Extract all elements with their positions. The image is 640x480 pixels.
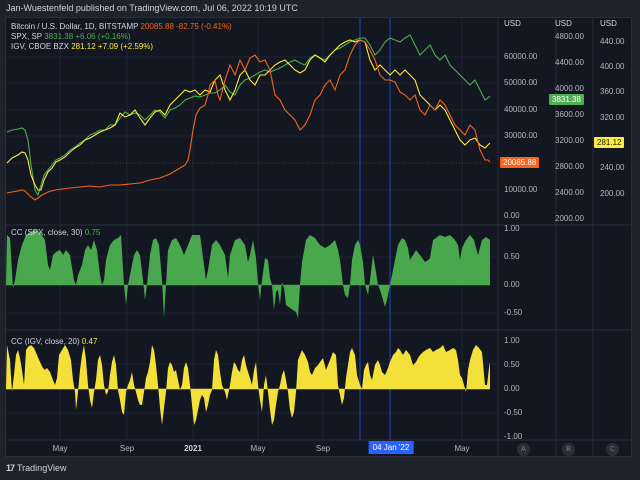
axis-a-tick: 10000.00	[504, 185, 538, 194]
cc-spx-tick: -0.50	[504, 308, 523, 317]
axis-a-tick: 30000.00	[504, 131, 538, 140]
legend-igv-change: +7.09 (+2.59%)	[97, 42, 154, 51]
axis-b-tick: 4000.00	[555, 84, 584, 93]
legend-spx-name: SPX, SP	[11, 32, 42, 41]
axis-c-tick: 360.00	[600, 87, 625, 96]
axis-c-tick: 200.00	[600, 189, 625, 198]
cc-igv-tick: 1.00	[504, 336, 520, 345]
cc-spx-tick: 0.00	[504, 280, 520, 289]
legend-cc-igv[interactable]: CC (IGV, close, 20) 0.47	[11, 337, 97, 347]
scale-button-a[interactable]: A	[517, 443, 530, 456]
cc-igv-tick: -1.00	[504, 432, 523, 441]
crosshair-date-badge: 04 Jan '22	[368, 441, 414, 454]
time-tick: May	[454, 444, 470, 453]
tradingview-brand: TradingView	[17, 463, 67, 473]
btc-line	[6, 39, 491, 201]
spx-line	[6, 34, 491, 197]
igv-price-badge: 281.12	[594, 137, 625, 148]
legend-btc-name: Bitcoin / U.S. Dollar, 1D, BITSTAMP	[11, 22, 139, 31]
cc-spx-tick: 0.50	[504, 252, 520, 261]
axis-a-tick: 50000.00	[504, 78, 538, 87]
axis-b-tick: 4400.00	[555, 58, 584, 67]
axis-c-tick: 400.00	[600, 62, 625, 71]
tradingview-logo-icon: 17	[6, 463, 15, 473]
cc-spx-area	[6, 230, 490, 318]
time-tick: Sep	[119, 444, 135, 453]
cc-spx-tick: 1.00	[504, 224, 520, 233]
time-tick: Sep	[315, 444, 331, 453]
scale-button-b[interactable]: B	[562, 443, 575, 456]
publish-header: Jan-Wuestenfeld published on TradingView…	[6, 3, 298, 13]
legend-btc[interactable]: Bitcoin / U.S. Dollar, 1D, BITSTAMP 2008…	[11, 22, 232, 32]
legend-spx-value: 3831.38	[44, 32, 74, 41]
time-tick: May	[52, 444, 68, 453]
axis-a-tick: 40000.00	[504, 105, 538, 114]
axis-a-tick: 0.00	[504, 211, 520, 220]
igv-line	[6, 39, 491, 191]
axis-c-tick: 440.00	[600, 37, 625, 46]
cc-igv-tick: -0.50	[504, 408, 523, 417]
cc-igv-tick: 0.00	[504, 384, 520, 393]
time-tick-year: 2021	[184, 444, 202, 453]
legend-btc-value: 20085.88	[140, 22, 174, 31]
legend-spx-change: +6.06 (+0.16%)	[75, 32, 131, 41]
axis-b-tick: 2800.00	[555, 162, 584, 171]
axis-b-tick: 4800.00	[555, 32, 584, 41]
cc-spx-value: 0.75	[84, 228, 101, 237]
legend-cc-spx[interactable]: CC (SPX, close, 30) 0.75	[11, 228, 100, 238]
cc-spx-title: CC (SPX, close, 30)	[11, 228, 83, 237]
legend-spx[interactable]: SPX, SP 3831.38 +6.06 (+0.16%)	[11, 32, 131, 42]
axis-c-tick: 240.00	[600, 163, 625, 172]
axis-a-currency: USD	[504, 19, 521, 28]
spx-price-badge: 3831.38	[549, 94, 584, 105]
cc-igv-title: CC (IGV, close, 20)	[11, 337, 80, 346]
axis-b-tick: 2000.00	[555, 214, 584, 223]
axis-b-tick: 3600.00	[555, 110, 584, 119]
cc-igv-area	[6, 345, 490, 425]
cc-igv-value: 0.47	[81, 337, 98, 346]
axis-c-currency: USD	[600, 19, 617, 28]
axis-b-tick: 3200.00	[555, 136, 584, 145]
tradingview-footer[interactable]: 17 TradingView	[6, 463, 67, 473]
axis-b-tick: 2400.00	[555, 188, 584, 197]
legend-igv-name: IGV, CBOE BZX	[11, 42, 69, 51]
cc-igv-tick: 0.50	[504, 360, 520, 369]
axis-a-tick: 60000.00	[504, 52, 538, 61]
legend-igv-value: 281.12	[71, 42, 96, 51]
axis-c-tick: 320.00	[600, 113, 625, 122]
scale-button-c[interactable]: C	[606, 443, 619, 456]
btc-price-badge: 20085.88	[500, 157, 540, 168]
legend-btc-change: -82.75 (-0.41%)	[176, 22, 232, 31]
axis-b-currency: USD	[555, 19, 572, 28]
time-tick: May	[250, 444, 266, 453]
legend-igv[interactable]: IGV, CBOE BZX 281.12 +7.09 (+2.59%)	[11, 42, 153, 52]
